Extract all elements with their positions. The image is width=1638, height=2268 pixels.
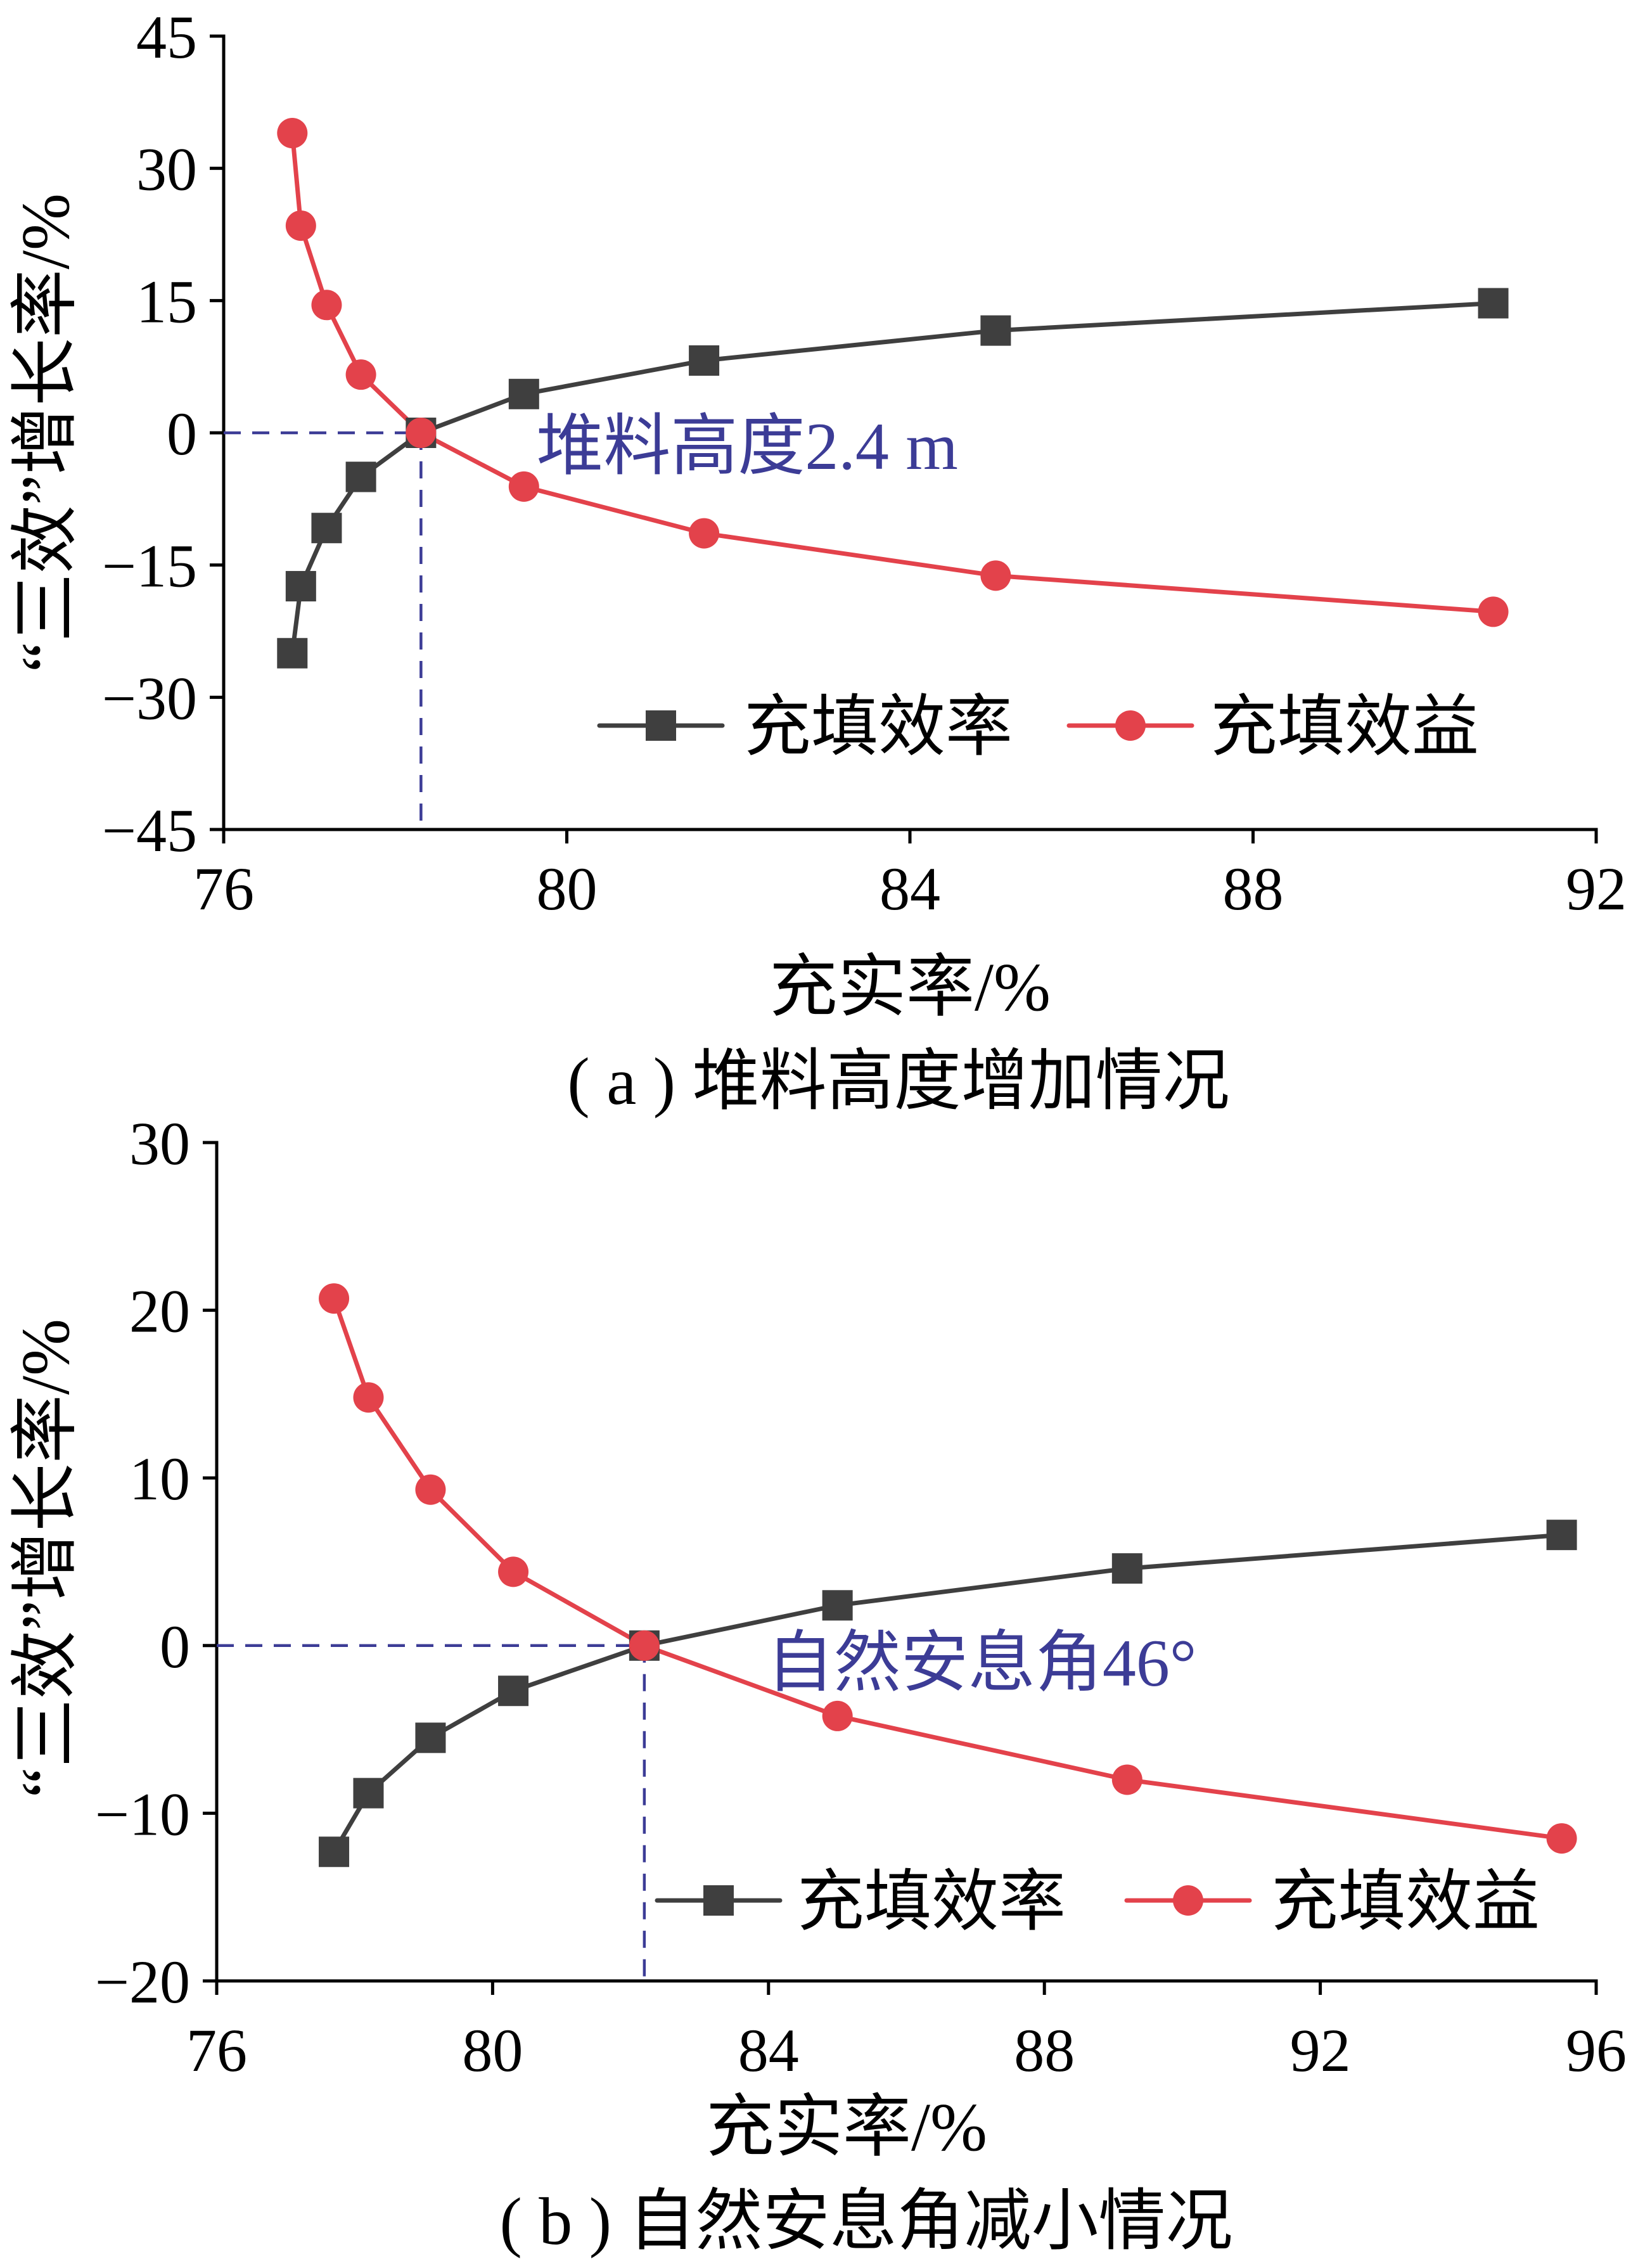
y-tick-label: −30 [102,664,197,732]
y-tick-label: −10 [95,1780,190,1848]
legend: 充填效率 充填效益 [655,1865,1540,1939]
legend-item: 充填效率 [655,1865,1066,1939]
chart-1-series-1-point-6 [1111,1764,1142,1795]
chart-1-series-1-point-0 [319,1283,350,1314]
x-axis-label: 充实率/% [769,950,1051,1025]
chart-1-series-1-point-5 [822,1700,853,1731]
x-tick-label: 88 [1223,855,1284,923]
chart-1-series-1-point-7 [1546,1823,1577,1854]
chart-0-series-0-point-6 [689,345,720,376]
chart-1-series-0-point-7 [1546,1520,1577,1551]
y-tick-label: 0 [160,1613,190,1681]
x-tick-label: 76 [193,855,254,923]
chart-caption: ( a ) 堆料高度增加情况 [567,1044,1229,1118]
y-tick-label: 15 [136,267,197,335]
chart-1-series-0-point-5 [822,1590,853,1621]
y-tick-label: 10 [129,1445,190,1513]
chart-0-series-1-point-5 [508,471,539,502]
chart-0-series-1-point-0 [277,118,308,149]
x-tick-label: 76 [186,2016,247,2084]
chart-0-series-1-point-3 [345,359,376,390]
legend-label: 充填效率 [797,1865,1066,1939]
chart-0-series-0-point-3 [345,461,376,492]
y-tick-label: 20 [129,1278,190,1345]
chart-1-series-0-point-0 [319,1836,350,1868]
legend-item: 充填效益 [1066,690,1479,764]
chart-0-series-0-point-0 [277,637,308,669]
y-tick-label: 45 [136,3,197,71]
x-tick-label: 96 [1566,2016,1627,2084]
chart-0-series-0-point-8 [1478,288,1509,319]
legend-item: 充填效益 [1124,1865,1540,1939]
chart-1-series-0-point-3 [498,1675,529,1707]
y-tick-label: −45 [102,797,197,864]
legend-label: 充填效率 [744,690,1013,764]
chart-0-series-1-point-8 [1478,596,1509,627]
chart-caption: ( b ) 自然安息角减小情况 [499,2184,1232,2258]
chart-0-series-1-point-6 [689,518,720,549]
x-tick-label: 92 [1290,2016,1351,2084]
chart-1-series-1-point-2 [415,1474,446,1505]
legend-marker [703,1885,734,1916]
x-tick-label: 80 [537,855,598,923]
chart-0-series-1-point-4 [406,418,437,448]
chart-0-series-1-point-1 [285,210,316,241]
crossing-annotation: 自然安息角46° [767,1626,1196,1700]
chart-1-series-1-point-1 [353,1382,384,1413]
x-tick-label: 88 [1014,2016,1075,2084]
y-tick-label: −15 [102,532,197,600]
y-tick-label: 30 [136,136,197,203]
chart-1-series-1-point-3 [498,1556,529,1587]
x-tick-label: 80 [462,2016,523,2084]
chart-0-series-0-point-1 [285,571,316,602]
x-axis-label: 充实率/% [706,2090,987,2165]
legend-marker [646,710,676,741]
legend-item: 充填效率 [597,690,1013,764]
legend-label: 充填效益 [1271,1865,1540,1939]
x-tick-label: 84 [880,855,940,923]
chart-0-series-1-line [290,131,1496,614]
chart-1-series-1-point-4 [629,1630,660,1661]
x-tick-label: 92 [1566,855,1627,923]
legend-marker [1173,1885,1203,1916]
legend-label: 充填效益 [1210,690,1479,764]
crossing-annotation: 堆料高度2.4 m [536,409,957,484]
y-tick-label: −20 [95,1948,190,2016]
legend-marker [1115,710,1146,741]
chart-0-series-0-point-5 [508,378,539,409]
y-tick-label: 0 [167,400,197,468]
y-axis-label: “三效”增长率/% [8,193,84,672]
chart-1-series-0-point-6 [1111,1553,1142,1584]
y-axis-label: “三效”增长率/% [8,1319,84,1798]
chart-0-series-0-point-7 [980,315,1011,346]
legend: 充填效率 充填效益 [597,690,1479,764]
y-tick-label: 30 [129,1110,190,1177]
chart-0-series-1-point-2 [311,290,342,321]
chart-0-series-0-point-2 [311,513,342,544]
x-tick-label: 84 [738,2016,799,2084]
chart-0-series-1-point-7 [980,560,1011,591]
chart-1-series-1-line [331,1296,1564,1841]
chart-1-series-0-point-2 [415,1722,446,1753]
chart-1-series-0-point-1 [353,1778,384,1809]
